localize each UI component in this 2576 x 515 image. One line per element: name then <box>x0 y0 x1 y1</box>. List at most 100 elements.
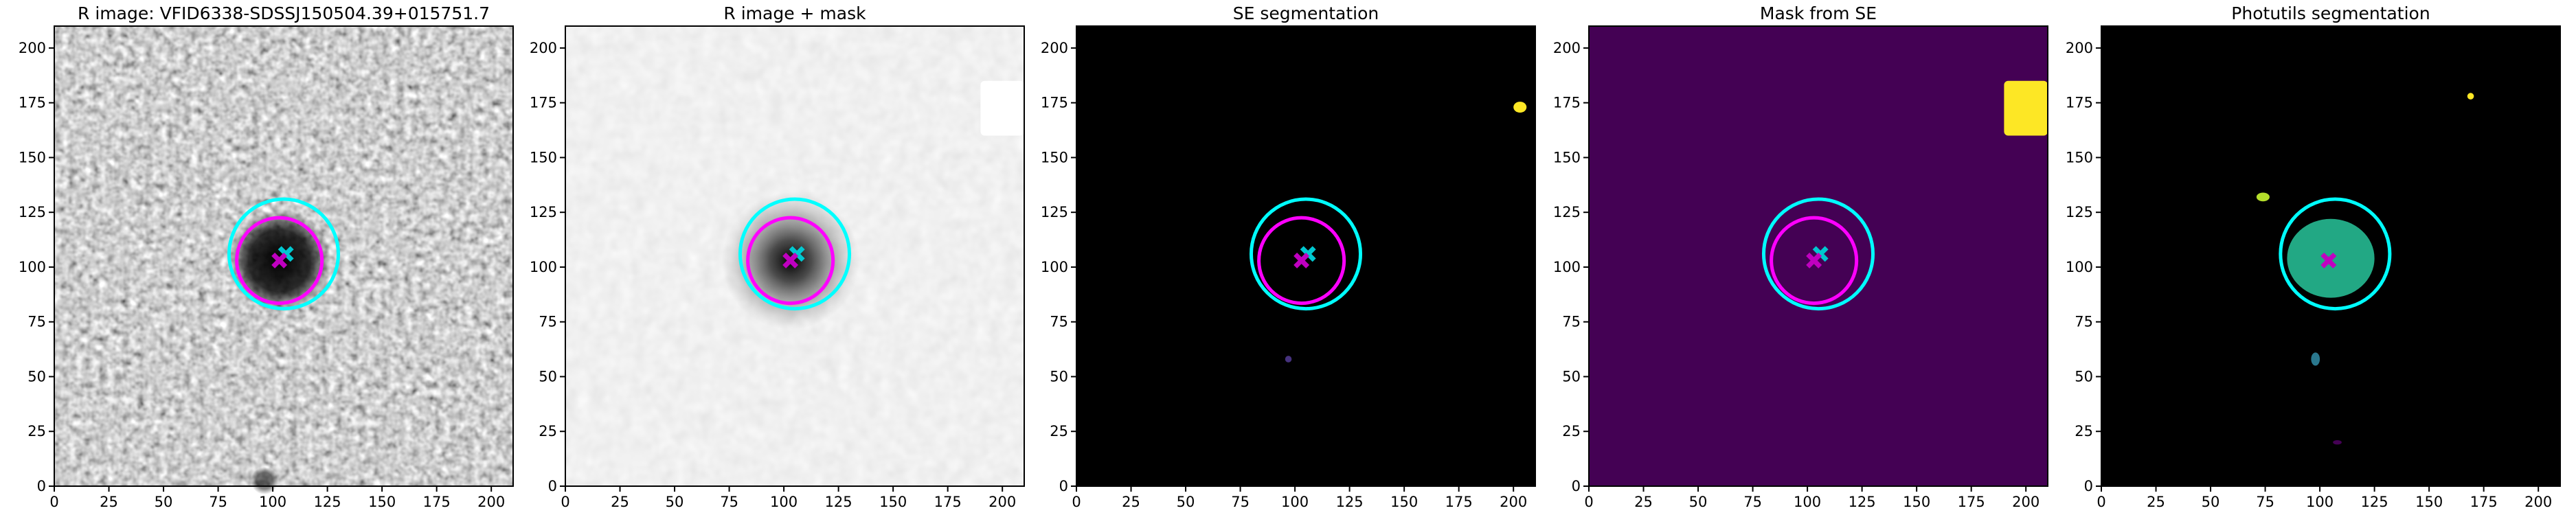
y-tick-label: 125 <box>2066 204 2093 220</box>
x-tick-label: 200 <box>2524 494 2552 510</box>
y-tick-label: 50 <box>1050 368 1068 385</box>
y-tick-label: 150 <box>1553 149 1581 165</box>
y-tick-label: 75 <box>27 314 46 330</box>
x-tick-label: 0 <box>1584 494 1593 510</box>
y-tick-label: 200 <box>1041 40 1068 56</box>
axes-frame <box>54 25 514 487</box>
x-tick-label: 100 <box>2306 494 2334 510</box>
y-tick-label: 25 <box>2075 423 2093 439</box>
y-tick-label: 50 <box>27 368 46 385</box>
x-tick-label: 50 <box>1177 494 1195 510</box>
center-marker <box>2320 252 2337 268</box>
x-tick-label: 150 <box>1390 494 1418 510</box>
y-tick-label: 200 <box>530 40 557 56</box>
y-tick-label: 75 <box>1562 314 1581 330</box>
panel-title: Photutils segmentation <box>2231 3 2430 23</box>
x-tick-label: 25 <box>1122 494 1140 510</box>
x-tick-label: 125 <box>1336 494 1364 510</box>
y-tick-label: 25 <box>27 423 46 439</box>
backgrounds <box>54 26 2560 494</box>
x-tick-label: 200 <box>2012 494 2040 510</box>
y-tick-label: 50 <box>539 368 557 385</box>
aperture-circle <box>2279 197 2392 311</box>
panel-title: SE segmentation <box>1233 3 1379 23</box>
x-tick-label: 25 <box>2147 494 2165 510</box>
x-tick-label: 50 <box>666 494 684 510</box>
aperture-circle <box>235 216 324 306</box>
x-tick-label: 75 <box>720 494 738 510</box>
y-tick-label: 0 <box>1572 478 1581 494</box>
y-tick-label: 150 <box>530 149 557 165</box>
x-tick-label: 0 <box>49 494 58 510</box>
segment-region <box>2333 440 2342 445</box>
y-tick-label: 75 <box>539 314 557 330</box>
x-tick-label: 150 <box>1903 494 1930 510</box>
y-tick-label: 175 <box>2066 95 2093 111</box>
y-tick-label: 200 <box>19 40 46 56</box>
x-tick-label: 200 <box>1500 494 1527 510</box>
aperture-circle <box>738 197 852 311</box>
x-tick-label: 0 <box>561 494 569 510</box>
x-tick-label: 0 <box>2097 494 2105 510</box>
y-tick-label: 150 <box>1041 149 1068 165</box>
x-tick-label: 75 <box>209 494 227 510</box>
x-tick-label: 100 <box>1794 494 1821 510</box>
y-tick-label: 0 <box>548 478 557 494</box>
y-tick-label: 200 <box>2066 40 2093 56</box>
y-tick-label: 200 <box>1553 40 1581 56</box>
x-tick-label: 25 <box>100 494 118 510</box>
center-marker <box>1293 252 1310 268</box>
y-tick-label: 0 <box>37 478 46 494</box>
x-tick-label: 175 <box>1958 494 1985 510</box>
x-tick-label: 50 <box>155 494 173 510</box>
y-tick-label: 25 <box>539 423 557 439</box>
aperture-circle <box>1770 216 1859 306</box>
x-tick-label: 50 <box>1689 494 1708 510</box>
x-tick-label: 100 <box>770 494 798 510</box>
aperture-circle <box>1249 197 1363 311</box>
x-tick-label: 100 <box>259 494 286 510</box>
y-tick-label: 125 <box>1041 204 1068 220</box>
x-tick-label: 75 <box>1231 494 1250 510</box>
y-tick-label: 100 <box>530 259 557 275</box>
y-tick-label: 0 <box>1059 478 1068 494</box>
y-tick-label: 100 <box>2066 259 2093 275</box>
x-tick-label: 125 <box>1849 494 1876 510</box>
x-tick-label: 75 <box>1743 494 1762 510</box>
y-tick-label: 100 <box>1553 259 1581 275</box>
x-tick-label: 200 <box>988 494 1016 510</box>
panel-title: R image + mask <box>723 3 866 23</box>
x-tick-label: 150 <box>368 494 396 510</box>
center-marker <box>271 252 288 268</box>
x-tick-label: 25 <box>611 494 629 510</box>
mask-region <box>980 80 1024 136</box>
y-tick-label: 25 <box>1050 423 1068 439</box>
panel-title: Mask from SE <box>1760 3 1877 23</box>
center-marker <box>782 252 799 268</box>
aperture-circle <box>746 216 835 306</box>
aperture-circle <box>1761 197 1875 311</box>
segment-region <box>2467 93 2474 100</box>
center-marker <box>1806 252 1822 268</box>
y-tick-label: 100 <box>1041 259 1068 275</box>
x-tick-label: 150 <box>2415 494 2443 510</box>
x-tick-label: 125 <box>2361 494 2388 510</box>
y-tick-label: 75 <box>1050 314 1068 330</box>
y-tick-label: 175 <box>1041 95 1068 111</box>
segment-region <box>1285 356 1292 363</box>
x-tick-label: 25 <box>1634 494 1653 510</box>
y-tick-label: 125 <box>1553 204 1581 220</box>
x-tick-label: 175 <box>1445 494 1473 510</box>
x-tick-label: 50 <box>2202 494 2220 510</box>
y-tick-label: 125 <box>530 204 557 220</box>
segment-region <box>2256 192 2270 202</box>
axes-frame <box>1076 25 1536 487</box>
axes-frame <box>565 25 1025 487</box>
x-tick-label: 75 <box>2256 494 2274 510</box>
segment-region <box>2311 352 2320 366</box>
x-tick-label: 100 <box>1281 494 1309 510</box>
y-tick-label: 125 <box>19 204 46 220</box>
mask-region <box>2004 80 2048 136</box>
x-tick-label: 175 <box>423 494 451 510</box>
